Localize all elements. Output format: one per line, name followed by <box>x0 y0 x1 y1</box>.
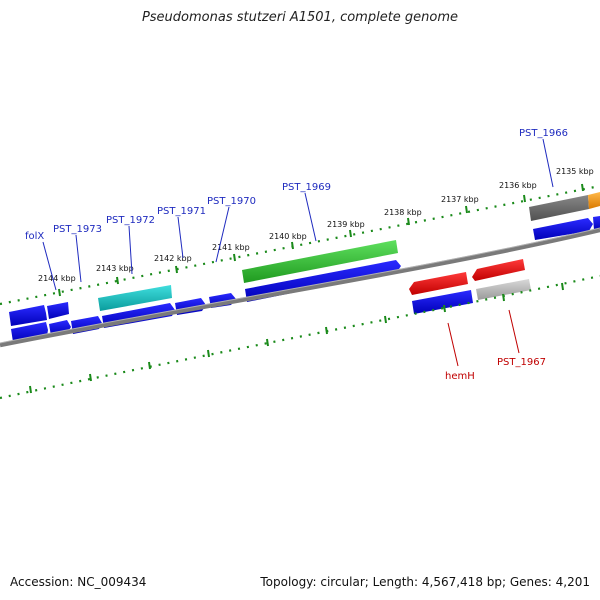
reverse-strand-genes <box>409 259 531 314</box>
scale-label: 2140 kbp <box>269 232 307 241</box>
gene-label-PST_1966: PST_1966 <box>519 128 568 139</box>
gene-blue-arrow <box>412 290 473 314</box>
gene-hemH-arrow <box>409 272 468 295</box>
gene-orange-arrow <box>588 192 600 209</box>
gene-PST_1967-arrow <box>476 279 531 300</box>
gene-label-PST_1973: PST_1973 <box>53 224 102 235</box>
scale-label: 2139 kbp <box>327 220 365 229</box>
scale-label: 2143 kbp <box>96 264 134 273</box>
gene-label-hemH: hemH <box>445 371 475 382</box>
gene-blue-arrow <box>533 218 593 240</box>
gene-label-folX: folX <box>25 231 44 242</box>
gene-label-PST_1967: PST_1967 <box>497 357 546 368</box>
gene-label-PST_1970: PST_1970 <box>207 196 256 207</box>
gene-label-PST_1972: PST_1972 <box>106 215 155 226</box>
genome-summary-text: Topology: circular; Length: 4,567,418 bp… <box>260 575 590 589</box>
scale-label: 2135 kbp <box>556 167 594 176</box>
gene-label-PST_1969: PST_1969 <box>282 182 331 193</box>
scale-labels: 2135 kbp 2136 kbp 2137 kbp 2138 kbp 2139… <box>38 167 594 283</box>
gene-PST_1966-arrow <box>529 195 589 221</box>
gene-PST_1973-arrow <box>47 302 69 319</box>
outer-major-ticks <box>58 183 584 297</box>
label-leaders <box>42 138 554 367</box>
gene-folX-arrow <box>9 305 47 326</box>
gene-PST_1969-arrow <box>242 240 398 283</box>
genome-backbone <box>0 227 600 348</box>
scale-label: 2138 kbp <box>384 208 422 217</box>
gene-PST_1972-arrow <box>98 285 172 311</box>
scale-label: 2136 kbp <box>499 181 537 190</box>
scale-label: 2142 kbp <box>154 254 192 263</box>
gene-labels: PST_1966 PST_1969 PST_1970 PST_1971 PST_… <box>25 128 568 382</box>
scale-label: 2141 kbp <box>212 243 250 252</box>
accession-text: Accession: NC_009434 <box>10 575 147 589</box>
gene-label-PST_1971: PST_1971 <box>157 206 206 217</box>
gene-red-arrow <box>472 259 525 281</box>
scale-label: 2144 kbp <box>38 274 76 283</box>
scale-label: 2137 kbp <box>441 195 479 204</box>
inner-major-ticks <box>29 282 564 394</box>
map-title: Pseudomonas stutzeri A1501, complete gen… <box>141 10 459 25</box>
gene-blue-arrow <box>593 216 600 230</box>
